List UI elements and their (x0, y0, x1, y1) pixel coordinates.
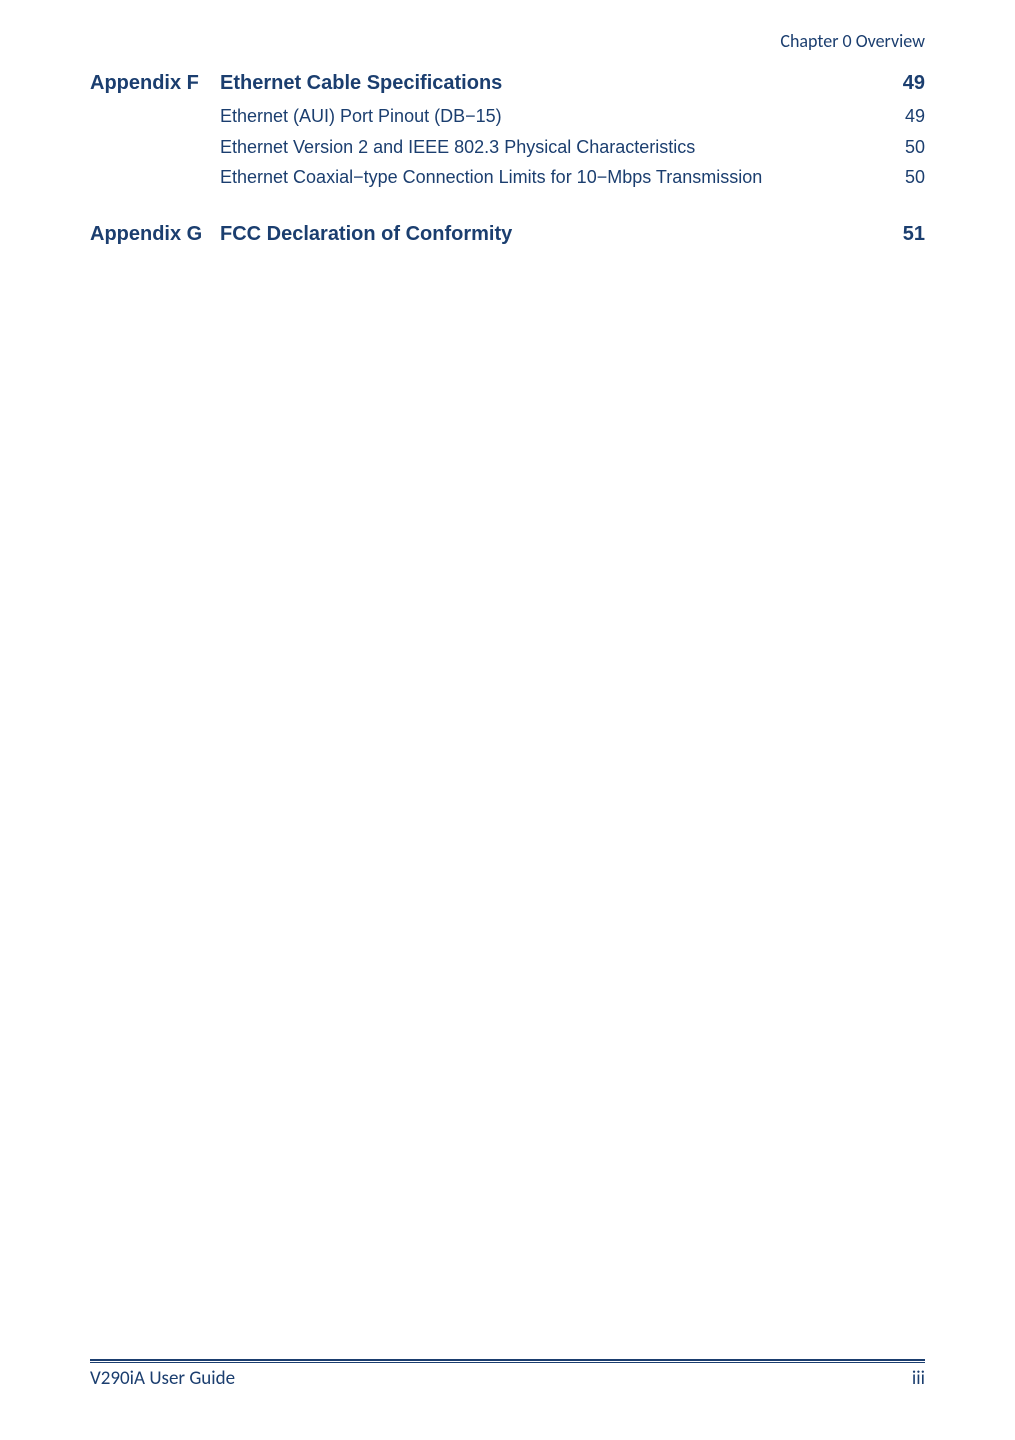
document-page: Chapter 0 Overview Appendix F Ethernet C… (0, 0, 1015, 1440)
toc-heading-title: FCC Declaration of Conformity (220, 223, 512, 246)
toc-heading: Appendix G FCC Declaration of Conformity… (90, 223, 925, 246)
toc-page-number: 50 (905, 162, 925, 193)
toc-subentry: Ethernet (AUI) Port Pinout (DB−15) 49 (220, 101, 925, 132)
toc-page-number: 51 (903, 223, 925, 246)
page-footer: V290iA User Guide iii (90, 1359, 925, 1390)
toc-page-number: 50 (905, 132, 925, 163)
toc-subentry-title: Ethernet Version 2 and IEEE 802.3 Physic… (220, 132, 695, 163)
toc-page-number: 49 (903, 72, 925, 95)
toc-heading-title: Ethernet Cable Specifications (220, 72, 502, 95)
toc-subentry: Ethernet Coaxial−type Connection Limits … (220, 162, 925, 193)
toc-heading: Appendix F Ethernet Cable Specifications… (90, 72, 925, 95)
toc-section-appendix-g: Appendix G FCC Declaration of Conformity… (90, 223, 925, 246)
footer-rule (90, 1359, 925, 1363)
toc-subentry-title: Ethernet (AUI) Port Pinout (DB−15) (220, 101, 502, 132)
toc-subentry: Ethernet Version 2 and IEEE 802.3 Physic… (220, 132, 925, 163)
toc-subentry-title: Ethernet Coaxial−type Connection Limits … (220, 162, 762, 193)
toc-heading-label: Appendix F (90, 72, 220, 95)
toc-page-number: 49 (905, 101, 925, 132)
toc-section-appendix-f: Appendix F Ethernet Cable Specifications… (90, 72, 925, 193)
running-header: Chapter 0 Overview (90, 30, 925, 52)
footer-page-number: iii (912, 1367, 925, 1390)
footer-doc-title: V290iA User Guide (90, 1367, 235, 1390)
footer-row: V290iA User Guide iii (90, 1367, 925, 1390)
toc-heading-label: Appendix G (90, 223, 220, 246)
